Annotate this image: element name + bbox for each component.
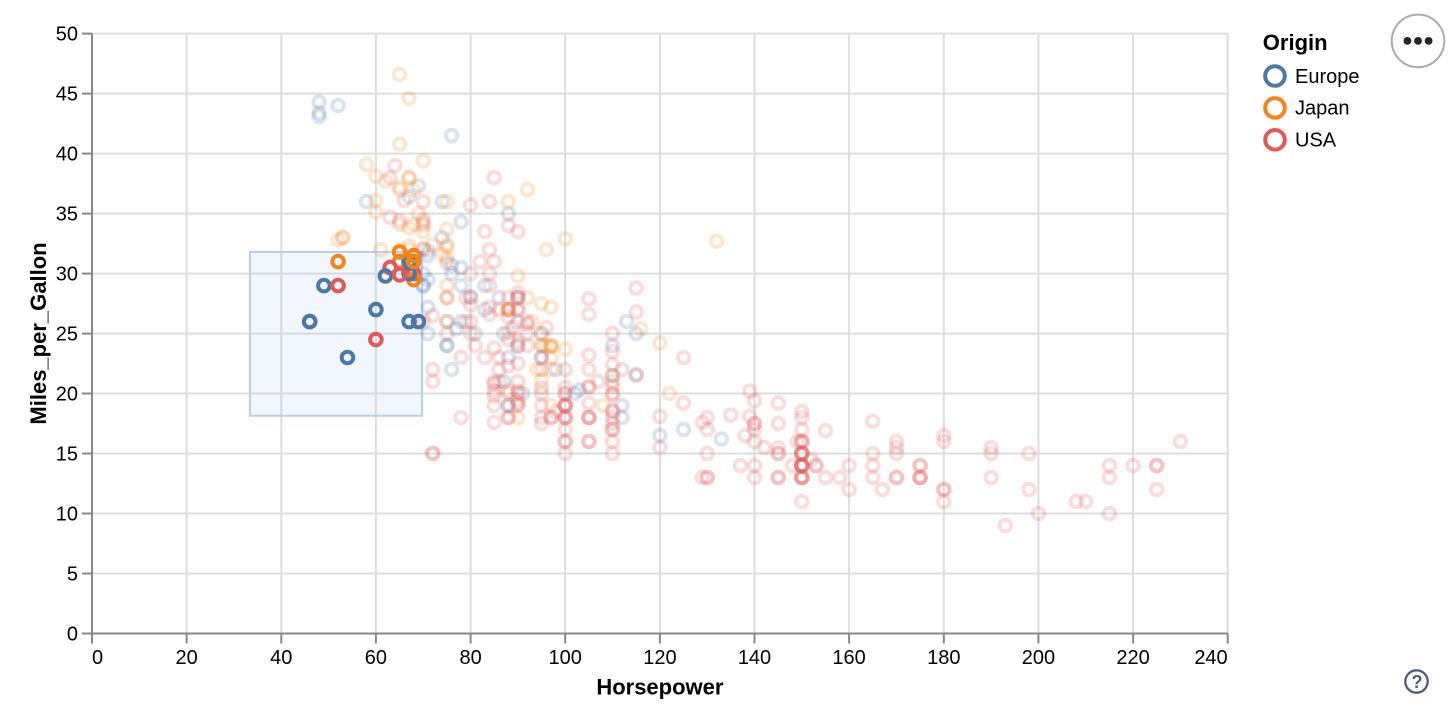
svg-text:40: 40 (270, 647, 292, 669)
svg-text:160: 160 (832, 647, 865, 669)
svg-text:10: 10 (56, 504, 78, 526)
svg-text:0: 0 (67, 624, 78, 646)
svg-text:220: 220 (1116, 647, 1149, 669)
svg-text:20: 20 (56, 384, 78, 406)
svg-text:60: 60 (365, 647, 387, 669)
svg-text:20: 20 (175, 647, 197, 669)
svg-text:Origin: Origin (1263, 30, 1328, 55)
svg-text:25: 25 (56, 324, 78, 346)
svg-text:USA: USA (1295, 130, 1337, 152)
svg-text:120: 120 (643, 647, 676, 669)
svg-text:35: 35 (56, 204, 78, 226)
svg-text:50: 50 (56, 24, 78, 46)
svg-text:240: 240 (1194, 647, 1227, 669)
svg-text:Miles_per_Gallon: Miles_per_Gallon (26, 242, 51, 424)
svg-text:40: 40 (56, 144, 78, 166)
svg-text:80: 80 (459, 647, 481, 669)
svg-text:5: 5 (67, 564, 78, 586)
svg-text:Japan: Japan (1295, 98, 1350, 120)
svg-text:Horsepower: Horsepower (596, 674, 724, 699)
svg-text:15: 15 (56, 444, 78, 466)
svg-text:30: 30 (56, 264, 78, 286)
svg-text:?: ? (1412, 672, 1423, 692)
svg-text:0: 0 (92, 647, 103, 669)
svg-text:140: 140 (738, 647, 771, 669)
svg-text:Europe: Europe (1295, 66, 1360, 88)
svg-text:180: 180 (927, 647, 960, 669)
svg-text:45: 45 (56, 84, 78, 106)
svg-text:100: 100 (549, 647, 582, 669)
svg-text:200: 200 (1022, 647, 1055, 669)
